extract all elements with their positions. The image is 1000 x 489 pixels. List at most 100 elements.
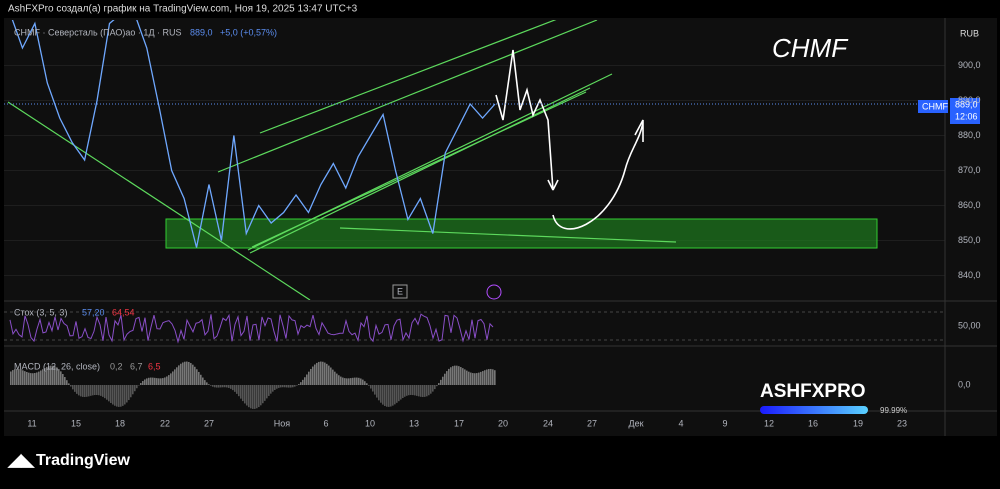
macd-bar: [370, 385, 372, 389]
macd-bar: [356, 378, 358, 385]
macd-bar: [168, 375, 170, 385]
macd-bar: [456, 366, 458, 385]
macd-bar: [364, 381, 366, 385]
macd-bar: [266, 385, 268, 398]
macd-bar: [282, 385, 284, 387]
macd-bar: [458, 366, 460, 385]
macd-bar: [66, 380, 68, 385]
macd-bar: [218, 385, 220, 388]
macd-bar: [30, 373, 32, 385]
macd-bar: [234, 385, 236, 392]
macd-bar: [314, 364, 316, 385]
watermark: CHMF: [772, 33, 849, 63]
price-tick-label: 880,0: [958, 130, 981, 140]
macd-bar: [480, 372, 482, 385]
macd-bar: [12, 370, 14, 385]
macd-bar: [372, 385, 374, 392]
macd-bar: [444, 374, 446, 385]
macd-bar: [240, 385, 242, 399]
macd-bar: [18, 369, 20, 385]
macd-bar: [166, 376, 168, 385]
macd-bar: [304, 377, 306, 385]
macd-bar: [78, 385, 80, 395]
macd-bar: [302, 380, 304, 385]
footer: TradingView: [36, 452, 131, 469]
macd-bar: [178, 365, 180, 385]
macd-bar: [84, 385, 86, 397]
macd-bar: [312, 367, 314, 385]
macd-bar: [198, 372, 200, 385]
macd-bar: [452, 366, 454, 385]
macd-bar: [200, 375, 202, 385]
time-label: 4: [678, 418, 683, 428]
macd-bar: [268, 385, 270, 396]
price-tick-label: 900,0: [958, 60, 981, 70]
macd-bar: [238, 385, 240, 396]
macd-bar: [242, 385, 244, 401]
macd-bar: [64, 377, 66, 385]
macd-bar: [406, 385, 408, 396]
macd-bar: [428, 385, 430, 395]
currency: RUB: [960, 28, 979, 38]
price-tick-label: 870,0: [958, 165, 981, 175]
macd-bar: [162, 378, 164, 385]
macd-bar: [344, 378, 346, 385]
macd-bar: [306, 374, 308, 385]
macd-bar: [112, 385, 114, 405]
macd-bar: [280, 385, 282, 387]
macd-bar: [326, 364, 328, 385]
macd-bar: [412, 385, 414, 395]
macd-bar: [328, 366, 330, 385]
time-label: 6: [323, 418, 328, 428]
time-label: 17: [454, 418, 464, 428]
macd-bar: [332, 370, 334, 385]
macd-bar: [430, 385, 432, 394]
macd-bar: [170, 373, 172, 385]
macd-bar: [202, 378, 204, 385]
macd-bar: [132, 385, 134, 394]
macd-bar: [472, 373, 474, 385]
time-label: 22: [160, 418, 170, 428]
macd-bar: [88, 385, 90, 396]
macd-bar: [484, 370, 486, 385]
macd-bar: [380, 385, 382, 403]
macd-bar: [72, 385, 74, 389]
macd-bar: [252, 385, 254, 409]
macd-bar: [80, 385, 82, 396]
macd-bar: [62, 374, 64, 385]
macd-bar: [468, 372, 470, 385]
support-zone: [166, 219, 877, 248]
time-label: 24: [543, 418, 553, 428]
macd-bar: [270, 385, 272, 394]
time-label: 13: [409, 418, 419, 428]
macd-bar: [398, 385, 400, 401]
macd-bar: [76, 385, 78, 394]
macd-bar: [152, 378, 154, 385]
macd-bar: [116, 385, 118, 407]
price-label-symbol: CHMF: [922, 101, 948, 111]
macd-bar: [96, 385, 98, 395]
macd-bar: [438, 383, 440, 385]
time-label: 12: [764, 418, 774, 428]
macd-bar: [36, 372, 38, 385]
macd-bar: [256, 385, 258, 408]
macd-bar: [188, 362, 190, 385]
price-tick-label: 840,0: [958, 270, 981, 280]
macd-level: 0,0: [958, 379, 971, 389]
macd-bar: [176, 367, 178, 385]
macd-bar: [24, 371, 26, 385]
macd-bar: [26, 372, 28, 385]
time-label: 19: [853, 418, 863, 428]
macd-bar: [442, 377, 444, 385]
macd-bar: [394, 385, 396, 404]
macd-bar: [154, 378, 156, 385]
macd-bar: [204, 380, 206, 385]
stoch-d: 64,54: [112, 307, 135, 317]
macd-bar: [450, 367, 452, 385]
macd-bar: [334, 372, 336, 385]
macd-bar: [122, 385, 124, 406]
macd-bar: [284, 385, 286, 387]
macd-bar: [264, 385, 266, 401]
macd-hist: 0,2: [110, 361, 123, 371]
macd-bar: [232, 385, 234, 390]
